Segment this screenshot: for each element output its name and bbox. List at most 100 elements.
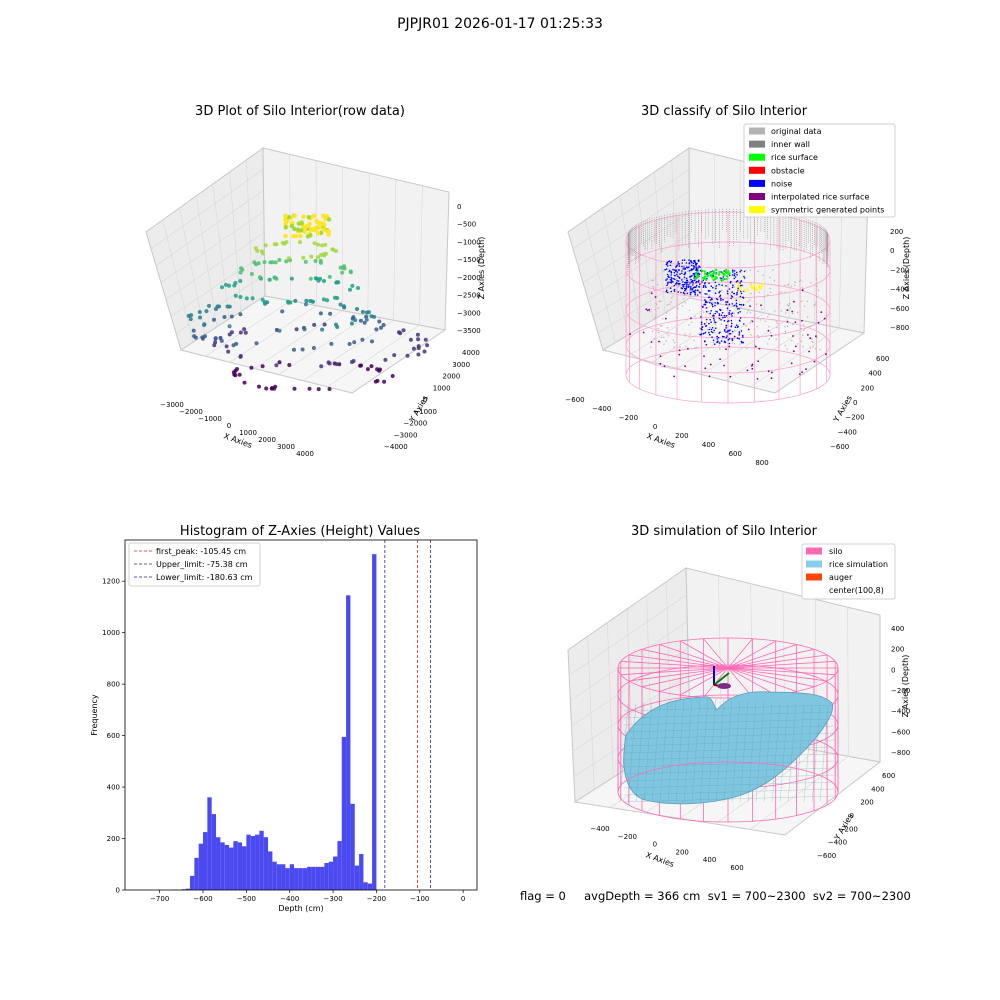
noise-point	[729, 282, 732, 284]
interpolated-point	[739, 317, 742, 319]
wall-point	[771, 319, 774, 321]
histogram-bar	[328, 861, 334, 890]
interpolated-point	[704, 367, 707, 370]
wall-point	[788, 305, 790, 307]
scatter-point	[277, 360, 282, 365]
noise-point	[727, 329, 729, 332]
symmetric-point	[742, 289, 746, 292]
wall-point	[730, 321, 733, 323]
noise-point	[676, 264, 678, 267]
noise-point	[700, 316, 702, 318]
wall-point	[700, 304, 703, 307]
wall-point	[733, 312, 736, 315]
noise-point	[681, 270, 683, 272]
wall-point	[660, 300, 662, 302]
wall-point	[715, 323, 717, 325]
wall-point	[811, 341, 814, 343]
panel2-xlabel: X Axies	[645, 431, 676, 450]
legend-swatch	[749, 166, 765, 174]
wall-point	[655, 314, 657, 316]
wall-point	[767, 343, 769, 345]
noise-point	[670, 290, 672, 293]
scatter-point	[365, 367, 370, 372]
scatter-point	[333, 295, 337, 300]
noise-point	[731, 338, 734, 340]
panel1-axes-box	[145, 147, 450, 394]
interpolated-point	[659, 362, 662, 365]
legend-swatch	[749, 127, 765, 135]
scatter-point	[316, 278, 321, 283]
wall-point	[707, 329, 709, 331]
scatter-point	[358, 363, 363, 368]
noise-point	[697, 259, 700, 261]
y-tick-label: 1000	[102, 629, 120, 637]
panel2-x-tick-label: 200	[675, 432, 688, 440]
rice-point	[697, 274, 700, 277]
interpolated-point	[823, 317, 826, 320]
interpolated-point	[757, 360, 760, 363]
scatter-point	[325, 229, 330, 234]
noise-point	[682, 291, 685, 294]
histogram-bar	[307, 866, 312, 890]
wall-point	[679, 286, 682, 289]
noise-point	[690, 285, 692, 288]
scatter-point	[322, 222, 327, 227]
histogram-bar	[268, 851, 273, 890]
histogram-bar	[246, 834, 251, 890]
scatter-point	[373, 379, 378, 384]
scatter-point	[249, 365, 254, 370]
noise-point	[669, 278, 672, 281]
wall-point	[770, 331, 772, 334]
panel2-silo-wireframe	[625, 211, 831, 404]
scatter-point	[362, 320, 367, 325]
interpolated-point	[792, 335, 794, 337]
x-tick-label: 0	[461, 895, 465, 903]
wall-point	[776, 326, 778, 329]
wall-point	[800, 279, 802, 281]
panel1-zlabel: Z Axies (Depth)	[477, 237, 486, 300]
noise-point	[741, 334, 744, 337]
rice-point	[725, 277, 728, 281]
noise-point	[686, 279, 689, 282]
histogram-bar	[263, 837, 269, 890]
histogram-bar	[281, 864, 286, 890]
noise-point	[681, 265, 683, 268]
interpolated-point	[749, 305, 751, 307]
wall-point	[657, 328, 659, 330]
wall-point	[806, 300, 808, 303]
interpolated-point	[767, 329, 770, 332]
histogram-ylabel: Frequency	[90, 694, 99, 736]
noise-point	[719, 290, 721, 293]
wall-point	[707, 301, 710, 304]
panel2-y-tick-label: 600	[876, 355, 889, 363]
wall-point	[784, 345, 786, 347]
noise-point	[728, 303, 731, 306]
interpolated-point	[738, 334, 741, 336]
wall-point	[666, 312, 668, 314]
interpolated-point	[678, 349, 681, 352]
wall-point	[756, 326, 758, 328]
wall-point	[759, 319, 761, 321]
wall-point	[673, 346, 676, 348]
wall-point	[815, 278, 818, 280]
x-tick-label: −200	[367, 895, 386, 903]
scatter-point	[323, 242, 328, 247]
scatter-point	[348, 270, 353, 275]
scatter-point	[349, 321, 354, 326]
wall-point	[749, 322, 752, 324]
scatter-point	[204, 309, 209, 314]
scatter-point	[375, 367, 380, 372]
scatter-point	[272, 275, 277, 280]
noise-point	[695, 266, 697, 268]
histogram-bar	[203, 832, 208, 890]
x-tick-label: −400	[280, 895, 299, 903]
scatter-point	[267, 277, 272, 282]
symmetric-point	[761, 282, 764, 286]
interpolated-point	[686, 292, 689, 295]
noise-point	[690, 278, 692, 281]
wall-point	[750, 319, 752, 322]
scatter-point	[320, 327, 325, 332]
histogram-title: Histogram of Z-Axies (Height) Values	[179, 524, 421, 539]
wall-point	[673, 341, 676, 344]
scatter-point	[283, 213, 288, 219]
